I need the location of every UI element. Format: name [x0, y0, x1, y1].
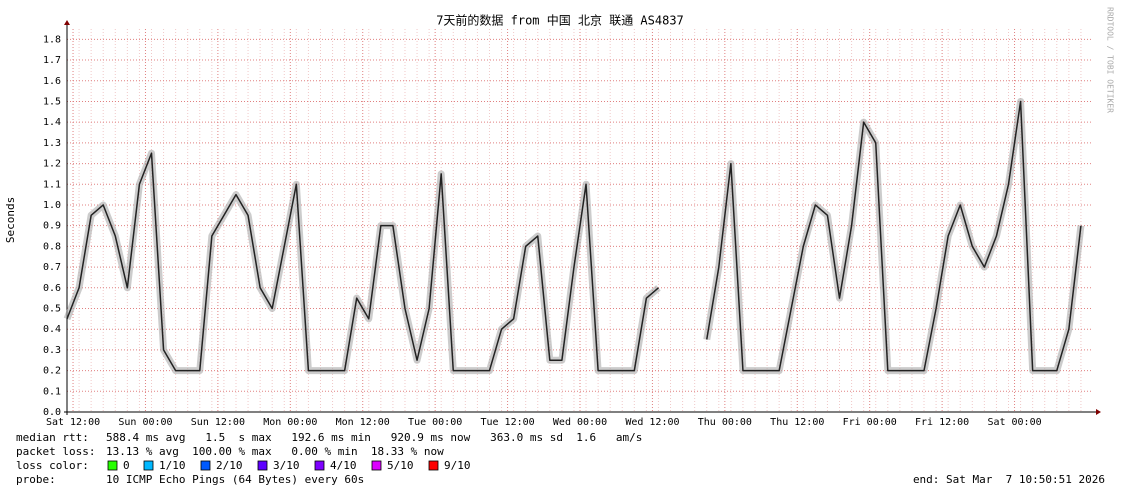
y-tick-label: 0.3	[43, 345, 61, 356]
y-tick-label: 1.5	[43, 96, 61, 107]
legend-label: 1/10	[159, 459, 186, 472]
axis-arrow	[1096, 409, 1101, 415]
y-tick-label: 0.1	[43, 386, 61, 397]
legend-label: 2/10	[216, 459, 243, 472]
y-tick-label: 1.1	[43, 179, 61, 190]
legend-label: 9/10	[444, 459, 471, 472]
x-tick-label: Sat 12:00	[46, 417, 100, 428]
smoke	[703, 97, 1085, 375]
legend-label: 4/10	[330, 459, 357, 472]
stats-label: packet loss:	[16, 445, 95, 458]
probe-text: 10 ICMP Echo Pings (64 Bytes) every 60s	[106, 473, 364, 486]
x-tick-label: Mon 12:00	[336, 417, 390, 428]
y-tick-label: 1.7	[43, 55, 61, 66]
legend-swatch	[200, 460, 211, 471]
end-text: end: Sat Mar 7 10:50:51 2026	[913, 473, 1105, 486]
y-tick-label: 1.0	[43, 200, 61, 211]
y-tick-label: 1.8	[43, 34, 61, 45]
legend-swatch	[314, 460, 325, 471]
x-tick-label: Fri 00:00	[843, 417, 897, 428]
axis-arrow	[64, 20, 70, 25]
y-tick-label: 0.6	[43, 283, 61, 294]
stats-text: 588.4 ms avg 1.5 s max 192.6 ms min 920.…	[106, 431, 642, 444]
x-tick-label: Wed 12:00	[625, 417, 679, 428]
legend-label: 5/10	[387, 459, 414, 472]
legend-swatch	[428, 460, 439, 471]
x-tick-label: Fri 12:00	[915, 417, 969, 428]
y-tick-label: 0.8	[43, 241, 61, 252]
x-tick-label: Sat 00:00	[987, 417, 1041, 428]
y-tick-label: 0.4	[43, 324, 61, 335]
watermark: RRDTOOL / TOBI OETIKER	[1106, 7, 1115, 113]
x-tick-label: Thu 12:00	[770, 417, 824, 428]
probe-label: probe:	[16, 473, 56, 486]
x-tick-label: Mon 00:00	[263, 417, 317, 428]
stats-text: 13.13 % avg 100.00 % max 0.00 % min 18.3…	[106, 445, 444, 458]
y-tick-label: 1.2	[43, 159, 61, 170]
y-axis-label: Seconds	[4, 197, 17, 243]
x-tick-label: Sun 12:00	[191, 417, 245, 428]
loss-label: loss color:	[16, 459, 89, 472]
y-tick-label: 1.6	[43, 76, 61, 87]
legend-swatch	[107, 460, 118, 471]
x-tick-label: Wed 00:00	[553, 417, 607, 428]
legend-label: 0	[123, 459, 130, 472]
stats-label: median rtt:	[16, 431, 89, 444]
legend-swatch	[143, 460, 154, 471]
x-tick-label: Sun 00:00	[118, 417, 172, 428]
chart-title: 7天前的数据 from 中国 北京 联通 AS4837	[436, 13, 684, 28]
y-tick-label: 0.9	[43, 221, 61, 232]
y-tick-label: 0.5	[43, 303, 61, 314]
y-tick-label: 1.3	[43, 138, 61, 149]
median-line	[706, 100, 1082, 372]
x-tick-label: Thu 00:00	[698, 417, 752, 428]
y-tick-label: 0.0	[43, 407, 61, 418]
y-tick-label: 1.4	[43, 117, 61, 128]
y-tick-label: 0.2	[43, 366, 61, 377]
x-tick-label: Tue 12:00	[480, 417, 534, 428]
y-tick-label: 0.7	[43, 262, 61, 273]
median-line	[66, 152, 659, 372]
legend-swatch	[371, 460, 382, 471]
legend-label: 3/10	[273, 459, 300, 472]
legend-swatch	[257, 460, 268, 471]
x-tick-label: Tue 00:00	[408, 417, 462, 428]
